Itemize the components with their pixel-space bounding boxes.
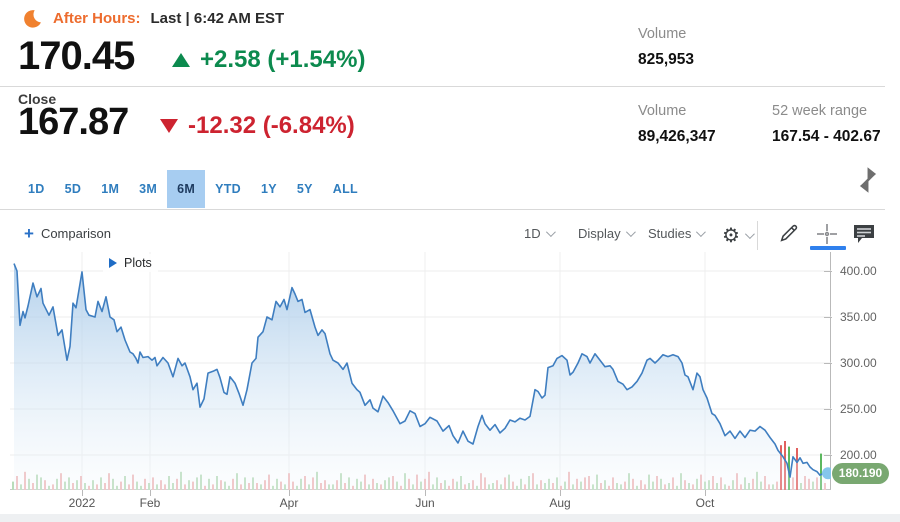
close-volume-value: 89,426,347: [638, 128, 716, 145]
close-volume-block: Volume 89,426,347: [638, 103, 716, 146]
plots-arrow-icon: [109, 258, 117, 268]
tab-all[interactable]: ALL: [332, 182, 358, 196]
x-axis-label: Oct: [695, 496, 715, 510]
triangle-down-icon: [160, 119, 178, 133]
week-range-block: 52 week range 167.54 - 402.67: [772, 103, 881, 146]
x-axis-label: Apr: [279, 496, 299, 510]
x-axis-tick: [150, 490, 151, 496]
comparison-label: Comparison: [40, 226, 112, 241]
last-price: 170.45: [18, 34, 135, 78]
last-change-row: +2.58 (+1.54%): [172, 46, 365, 74]
price-chart[interactable]: [10, 252, 834, 490]
settings-dropdown[interactable]: ⚙: [722, 223, 755, 248]
y-axis-label: 250.00: [840, 402, 877, 416]
x-axis-tick: [289, 490, 290, 496]
tab-1m[interactable]: 1M: [101, 182, 120, 196]
toolbar-separator: [757, 221, 758, 250]
chevron-down-icon: [696, 227, 707, 238]
tab-5y[interactable]: 5Y: [296, 182, 313, 196]
pencil-icon: [780, 224, 798, 242]
interval-label: 1D: [524, 226, 541, 241]
y-axis-label: 300.00: [840, 356, 877, 370]
x-axis-label: 2022: [68, 496, 96, 510]
x-axis-tick: [560, 490, 561, 496]
after-volume-label: Volume: [638, 26, 687, 42]
x-axis-label: Jun: [415, 496, 435, 510]
expand-chart-button[interactable]: [853, 165, 883, 195]
y-axis-label: 350.00: [840, 310, 877, 324]
studies-dropdown[interactable]: Studies: [648, 226, 707, 241]
bottom-band: [0, 514, 900, 522]
week-range-label: 52 week range: [772, 103, 868, 119]
week-range-value: 167.54 - 402.67: [772, 128, 881, 145]
tabs-divider: [0, 209, 885, 210]
active-tool-underline: [810, 246, 846, 250]
crosshair-icon: [817, 224, 837, 244]
display-label: Display: [578, 226, 621, 241]
y-axis-tick: [824, 271, 832, 272]
after-volume-value: 825,953: [638, 51, 695, 68]
close-volume-label: Volume: [638, 103, 687, 119]
y-axis-tick: [824, 363, 832, 364]
after-hours-volume-block: Volume 825,953: [638, 26, 694, 69]
y-axis-tick: [824, 317, 832, 318]
x-axis-tick: [705, 490, 706, 496]
plots-label: Plots: [124, 256, 152, 270]
display-dropdown[interactable]: Display: [578, 226, 636, 241]
chevron-down-icon: [625, 227, 636, 238]
x-axis-tick: [425, 490, 426, 496]
last-price-badge: 180.190: [832, 462, 889, 484]
x-axis-label: Aug: [549, 496, 571, 510]
close-change: -12.32 (-6.84%): [188, 112, 355, 139]
expand-icon: [859, 167, 877, 193]
last-change: +2.58 (+1.54%): [200, 46, 366, 73]
close-change-row: -12.32 (-6.84%): [160, 112, 355, 140]
plus-icon: +: [24, 224, 34, 243]
comparison-button[interactable]: + Comparison: [24, 225, 111, 242]
header-divider: [0, 86, 885, 87]
y-axis-label: 400.00: [840, 264, 877, 278]
gear-icon: ⚙: [722, 225, 740, 247]
after-hours-row: After Hours: Last | 6:42 AM EST: [22, 8, 284, 29]
after-hours-detail: Last | 6:42 AM EST: [150, 10, 285, 27]
crosshair-tool-button[interactable]: [815, 222, 839, 251]
tab-ytd[interactable]: YTD: [215, 182, 241, 196]
chevron-down-icon: [545, 227, 556, 238]
studies-label: Studies: [648, 226, 692, 241]
plots-toggle[interactable]: Plots: [103, 254, 158, 272]
y-axis-tick: [824, 409, 832, 410]
moon-icon: [24, 10, 41, 28]
chat-icon: [854, 225, 874, 243]
tab-3m[interactable]: 3M: [139, 182, 158, 196]
after-hours-label: After Hours:: [53, 10, 141, 27]
chevron-down-icon: [744, 229, 755, 240]
interval-dropdown[interactable]: 1D: [524, 226, 556, 241]
draw-tool-button[interactable]: [778, 222, 800, 249]
y-axis-tick: [824, 455, 832, 456]
x-axis-label: Feb: [139, 496, 161, 510]
close-label: Close: [18, 91, 57, 107]
tab-5d[interactable]: 5D: [64, 182, 82, 196]
x-axis-tick: [82, 490, 83, 496]
tab-1y[interactable]: 1Y: [261, 182, 277, 196]
tab-6m[interactable]: 6M: [167, 170, 206, 208]
range-tabs: 1D 5D 1M 3M 6M YTD 1Y 5Y ALL: [18, 170, 368, 208]
annotation-button[interactable]: [852, 223, 876, 250]
y-axis-label: 200.00: [840, 448, 877, 462]
close-price: 167.87: [18, 101, 129, 143]
tab-1d[interactable]: 1D: [28, 182, 45, 196]
triangle-up-icon: [172, 53, 190, 67]
